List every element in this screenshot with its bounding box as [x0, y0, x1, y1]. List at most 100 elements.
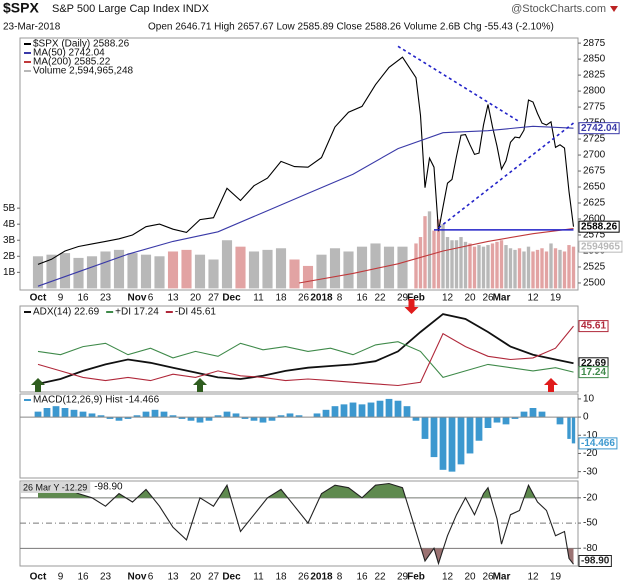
bar [313, 413, 321, 418]
y2-tick-label: 5B [3, 203, 16, 214]
bar [97, 415, 105, 418]
bar [32, 256, 44, 289]
last-value-label: 2588.26 [581, 221, 618, 232]
bar [459, 237, 463, 289]
bar [52, 406, 60, 418]
x-tick-label: Dec [222, 293, 241, 304]
y-tick-label: -30 [583, 466, 598, 477]
bar [553, 248, 558, 289]
x-tick-label: 11 [253, 572, 264, 583]
bar [154, 256, 165, 289]
bar [508, 248, 513, 289]
signal-arrow [544, 378, 558, 392]
x-tick-label: 29 [397, 572, 409, 583]
x-tick-label: 16 [356, 293, 368, 304]
bar [187, 417, 195, 421]
bar [241, 417, 249, 419]
y-tick-label: -20 [583, 448, 598, 459]
y-tick-label: 2800 [583, 86, 606, 97]
bar [70, 409, 78, 418]
series-line [37, 482, 574, 566]
last-value-label: 22.69 [581, 358, 606, 369]
bar [34, 411, 42, 418]
value-box [578, 555, 612, 567]
bar [340, 404, 348, 418]
y-tick-label: 2700 [583, 150, 606, 161]
x-tick-label: Dec [222, 572, 241, 583]
legend-label: -98.90 [94, 482, 123, 493]
bar [160, 411, 168, 418]
panel-frame [19, 305, 579, 393]
x-tick-label: 6 [148, 572, 154, 583]
legend-label: ADX(14) 22.69 [33, 307, 100, 318]
bar [432, 230, 436, 289]
bar [397, 246, 408, 289]
x-tick-label: 20 [190, 572, 202, 583]
bar [248, 251, 260, 289]
x-tick-label: 19 [550, 572, 562, 583]
bar [127, 253, 138, 289]
x-tick-label: Feb [407, 293, 425, 304]
bar [322, 409, 330, 418]
bar [495, 241, 499, 289]
bar [499, 240, 504, 289]
x-tick-label: Nov [128, 572, 147, 583]
x-tick-label: 26 [482, 293, 494, 304]
bar [343, 251, 354, 289]
bar [232, 413, 240, 418]
bar [205, 417, 213, 421]
y-tick-label: 2600 [583, 214, 606, 225]
series-line [298, 228, 574, 284]
bar [316, 254, 327, 289]
series-line [37, 125, 574, 287]
x-tick-label: Mar [493, 572, 511, 583]
y-tick-label: 2625 [583, 198, 606, 209]
bar [370, 243, 381, 289]
bar [466, 417, 474, 454]
y-tick-label: 2825 [583, 70, 606, 81]
x-tick-label: 26 [298, 293, 310, 304]
y-tick-label: 2525 [583, 262, 606, 273]
bar [100, 251, 111, 289]
legend-label: MACD(12,26,9) Hist -14.466 [33, 395, 160, 406]
bar [289, 259, 300, 289]
y-tick-label: 2500 [583, 278, 606, 289]
bar [423, 216, 427, 289]
bar [46, 254, 57, 289]
bar [167, 251, 179, 289]
x-tick-label: 16 [356, 572, 368, 583]
bar [295, 415, 303, 418]
legend-label: MA(200) 2585.22 [33, 57, 111, 68]
bar [106, 417, 114, 419]
bar [250, 417, 258, 421]
x-tick-label: 22 [374, 572, 386, 583]
bar [277, 415, 285, 418]
bar [531, 251, 535, 289]
x-tick-label: 19 [550, 293, 562, 304]
x-tick-label: Oct [30, 293, 47, 304]
bar [540, 248, 544, 289]
bar [383, 246, 395, 289]
bar [484, 417, 492, 428]
x-tick-label: Feb [407, 572, 425, 583]
bar [142, 411, 150, 418]
signal-arrow [31, 378, 45, 392]
value-box [578, 240, 623, 253]
x-tick-label: 16 [77, 572, 89, 583]
bar [86, 256, 98, 289]
bar [329, 248, 341, 289]
bar [562, 251, 567, 289]
y-tick-label: 10 [583, 394, 595, 405]
y2-tick-label: 3B [3, 235, 16, 246]
bar [567, 417, 571, 439]
value-box [578, 220, 620, 233]
bar [169, 415, 177, 418]
value-box [578, 320, 609, 333]
date: 23-Mar-2018 [3, 22, 61, 33]
menu-arrow [610, 6, 618, 12]
bar [522, 251, 526, 289]
panel-title: 26 Mar Y -12.29 [23, 482, 87, 492]
x-tick-label: 18 [275, 572, 287, 583]
bar [493, 417, 501, 423]
bar [441, 224, 445, 289]
